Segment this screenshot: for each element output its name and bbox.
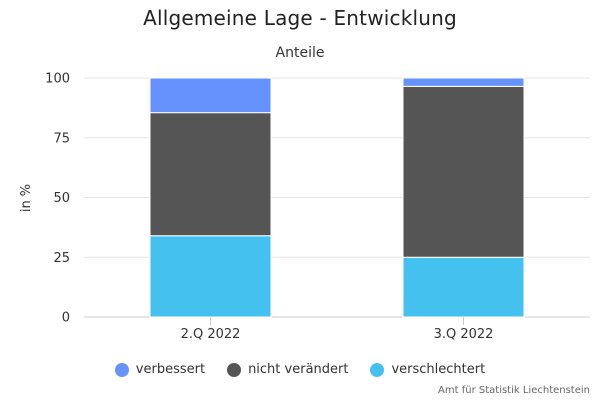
bar-verschlechtert-1[interactable] bbox=[402, 256, 525, 318]
legend-item-verbessert[interactable]: verbessert bbox=[114, 362, 206, 377]
legend-item-verschlechtert[interactable]: verschlechtert bbox=[370, 362, 485, 377]
bar-nicht-verändert-1[interactable] bbox=[402, 85, 525, 258]
bar-verschlechtert-0[interactable] bbox=[149, 235, 272, 318]
bars bbox=[149, 77, 525, 318]
legend-label: verbessert bbox=[135, 362, 206, 377]
bar-verbessert-1[interactable] bbox=[402, 77, 525, 87]
legend: verbessert nicht verändert verschlechtert bbox=[0, 362, 600, 377]
y-axis-ticks: 0 25 50 75 100 bbox=[45, 72, 70, 326]
legend-item-nicht-verändert[interactable]: nicht verändert bbox=[227, 362, 348, 377]
legend-label: nicht verändert bbox=[248, 362, 349, 377]
y-tick-label: 100 bbox=[45, 72, 70, 87]
y-tick-label: 0 bbox=[62, 311, 70, 326]
credits: Amt für Statistik Liechtenstein bbox=[438, 385, 590, 396]
bar-nicht-verändert-0[interactable] bbox=[149, 112, 272, 237]
y-tick-label: 75 bbox=[53, 131, 70, 146]
legend-swatch bbox=[227, 362, 242, 377]
chart-title: Allgemeine Lage - Entwicklung bbox=[143, 6, 457, 30]
x-tick-label: 2.Q 2022 bbox=[181, 327, 241, 342]
legend-label: verschlechtert bbox=[391, 362, 486, 377]
legend-swatch bbox=[114, 362, 129, 377]
x-axis-ticks: 2.Q 2022 3.Q 2022 bbox=[181, 317, 494, 342]
y-tick-label: 50 bbox=[53, 191, 70, 206]
legend-swatch bbox=[370, 362, 385, 377]
x-tick-label: 3.Q 2022 bbox=[434, 327, 494, 342]
bar-verbessert-0[interactable] bbox=[149, 77, 272, 114]
chart-subtitle: Anteile bbox=[275, 45, 325, 61]
y-tick-label: 25 bbox=[53, 251, 70, 266]
y-axis-label: in % bbox=[19, 184, 34, 212]
